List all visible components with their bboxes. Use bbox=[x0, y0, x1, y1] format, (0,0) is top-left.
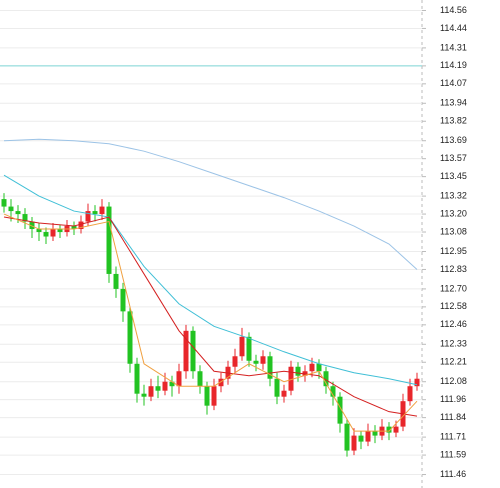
candle-body bbox=[169, 381, 175, 387]
candle-body bbox=[414, 378, 420, 387]
candle-body bbox=[141, 393, 147, 397]
candle-body bbox=[197, 371, 203, 387]
y-tick-label: 111.96 bbox=[440, 394, 466, 404]
candle-body bbox=[295, 366, 301, 376]
y-tick-label: 112.70 bbox=[440, 283, 467, 293]
y-tick-label: 113.57 bbox=[440, 153, 467, 163]
candle-body bbox=[120, 288, 126, 312]
candle-body bbox=[1, 199, 7, 207]
y-tick-label: 113.82 bbox=[440, 116, 467, 126]
candle-body bbox=[176, 371, 182, 387]
candle-body bbox=[8, 206, 14, 212]
y-tick-label: 113.45 bbox=[440, 171, 467, 181]
candle-body bbox=[288, 366, 294, 391]
y-tick-label: 113.08 bbox=[440, 226, 467, 236]
candle-body bbox=[358, 435, 364, 442]
y-tick-label: 112.58 bbox=[440, 301, 467, 311]
y-tick-label: 112.83 bbox=[440, 264, 467, 274]
candle-body bbox=[218, 378, 224, 387]
y-tick-label: 111.59 bbox=[440, 449, 466, 459]
candle-body bbox=[365, 431, 371, 442]
candle-body bbox=[71, 226, 77, 230]
y-tick-label: 114.07 bbox=[440, 78, 467, 88]
candle-body bbox=[15, 211, 21, 215]
candle-body bbox=[92, 211, 98, 215]
candle-body bbox=[99, 206, 105, 215]
candle-body bbox=[386, 426, 392, 433]
candle-body bbox=[330, 386, 336, 397]
candle-body bbox=[36, 229, 42, 233]
y-tick-label: 114.19 bbox=[440, 60, 467, 70]
candle-body bbox=[351, 435, 357, 451]
y-tick-label: 113.69 bbox=[440, 135, 467, 145]
candle-body bbox=[106, 206, 112, 274]
candle-body bbox=[232, 356, 238, 367]
candle-body bbox=[43, 232, 49, 237]
moving-average bbox=[3, 213, 418, 432]
candle-body bbox=[323, 371, 329, 387]
moving-average bbox=[3, 138, 418, 270]
y-tick-label: 113.20 bbox=[440, 208, 467, 218]
candle-body bbox=[274, 378, 280, 397]
y-tick-label: 114.44 bbox=[440, 23, 467, 33]
candle-body bbox=[337, 396, 343, 424]
moving-average bbox=[3, 216, 418, 417]
candle-body bbox=[239, 336, 245, 357]
candle-body bbox=[211, 386, 217, 406]
candle-body bbox=[267, 356, 273, 379]
y-tick-label: 112.21 bbox=[440, 357, 467, 367]
candle-body bbox=[50, 229, 56, 237]
y-tick-label: 112.08 bbox=[440, 376, 467, 386]
candle-body bbox=[127, 311, 133, 364]
candle-body bbox=[155, 386, 161, 391]
y-tick-label: 112.33 bbox=[440, 339, 467, 349]
y-tick-label: 112.95 bbox=[440, 246, 467, 256]
y-tick-label: 112.46 bbox=[440, 319, 467, 329]
candle-body bbox=[316, 363, 322, 372]
candle-body bbox=[22, 214, 28, 222]
candle-body bbox=[57, 229, 63, 233]
candle-body bbox=[260, 356, 266, 364]
candle-body bbox=[281, 390, 287, 397]
y-tick-label: 111.46 bbox=[440, 469, 466, 479]
candle-body bbox=[253, 360, 259, 364]
candle-body bbox=[134, 363, 140, 394]
candle-body bbox=[162, 381, 168, 391]
candle-body bbox=[246, 336, 252, 361]
candle-body bbox=[204, 386, 210, 406]
y-tick-label: 111.84 bbox=[440, 412, 466, 422]
y-tick-label: 111.71 bbox=[440, 431, 466, 441]
candle-body bbox=[183, 330, 189, 372]
moving-average bbox=[3, 174, 418, 386]
y-tick-label: 113.94 bbox=[440, 98, 467, 108]
candle-body bbox=[393, 426, 399, 433]
candle-body bbox=[113, 273, 119, 289]
candle-body bbox=[407, 386, 413, 402]
candle-body bbox=[190, 330, 196, 372]
y-tick-label: 113.32 bbox=[440, 190, 467, 200]
y-tick-label: 114.31 bbox=[440, 42, 467, 52]
candle-body bbox=[148, 386, 154, 397]
candle-body bbox=[78, 221, 84, 230]
y-tick-label: 114.56 bbox=[440, 5, 467, 15]
candle-body bbox=[85, 211, 91, 222]
candle-body bbox=[372, 431, 378, 436]
candle-body bbox=[29, 221, 35, 230]
candle-body bbox=[344, 423, 350, 451]
candle-body bbox=[309, 363, 315, 372]
